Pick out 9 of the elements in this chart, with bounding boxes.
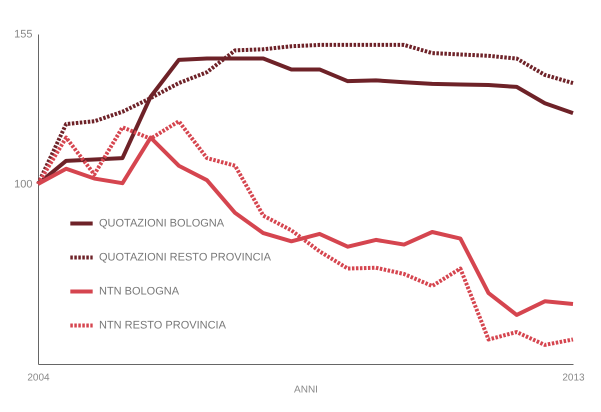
y-tick-label: 100 (14, 178, 32, 190)
x-axis-title: ANNI (294, 384, 318, 396)
y-tick-label: 155 (14, 28, 32, 40)
x-tick-label: 2013 (562, 372, 586, 384)
legend-label: QUOTAZIONI RESTO PROVINCIA (99, 252, 272, 264)
x-tick-label: 2004 (27, 372, 50, 384)
legend-label: NTN BOLOGNA (99, 286, 180, 298)
legend-label: NTN RESTO PROVINCIA (99, 320, 227, 332)
legend-label: QUOTAZIONI BOLOGNA (99, 218, 225, 230)
